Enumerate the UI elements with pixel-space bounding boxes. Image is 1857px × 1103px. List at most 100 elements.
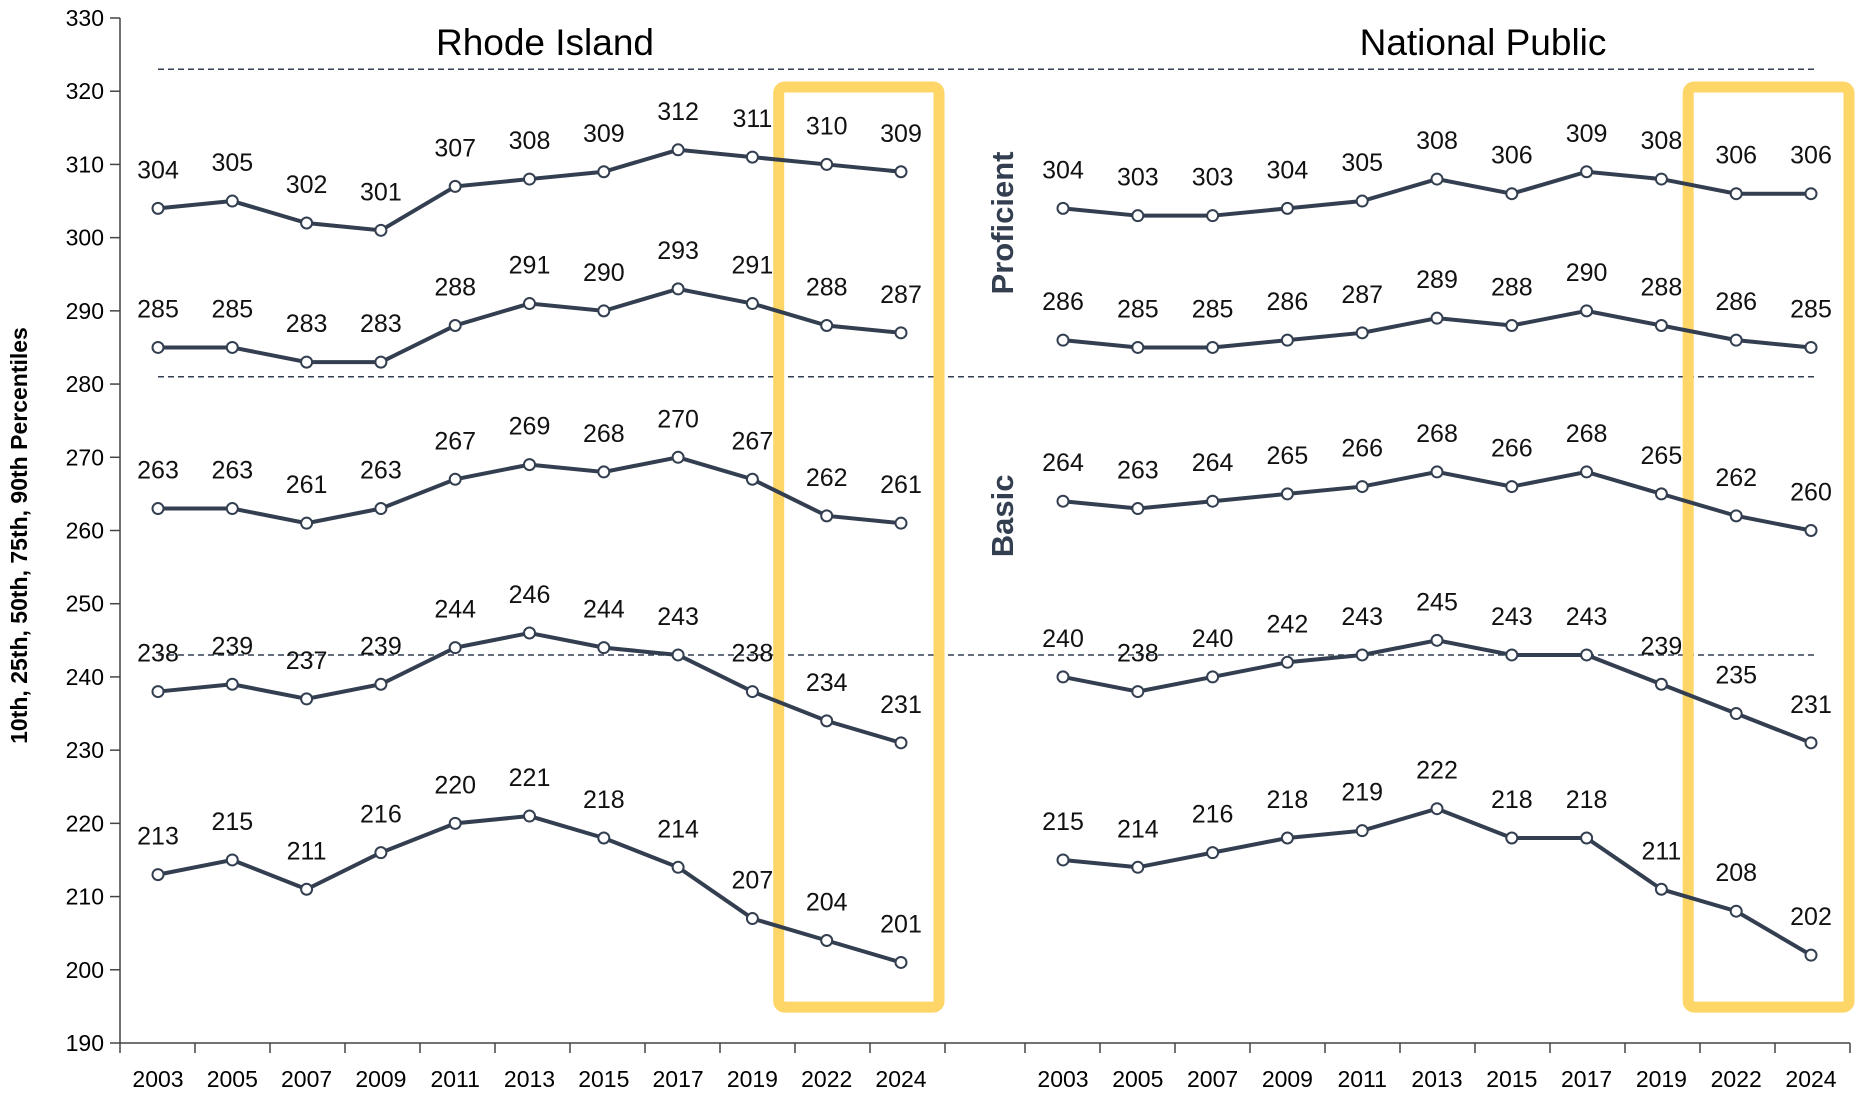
data-point xyxy=(1729,509,1743,523)
data-point xyxy=(1804,187,1818,201)
data-label: 239 xyxy=(211,632,253,660)
data-point xyxy=(300,216,314,230)
x-tick-label: 2019 xyxy=(727,1066,778,1092)
data-point xyxy=(448,472,462,486)
data-point xyxy=(745,912,759,926)
data-label: 220 xyxy=(434,771,476,799)
data-label: 286 xyxy=(1042,288,1084,316)
data-label: 208 xyxy=(1715,859,1757,887)
data-label: 269 xyxy=(509,413,551,441)
data-point xyxy=(448,319,462,332)
data-label: 288 xyxy=(1491,274,1533,302)
data-label: 309 xyxy=(880,120,922,148)
series-line xyxy=(157,630,902,745)
data-point xyxy=(374,677,388,691)
data-point xyxy=(300,882,314,896)
data-label: 207 xyxy=(732,867,774,895)
data-label: 285 xyxy=(1192,295,1234,323)
data-label: 306 xyxy=(1715,142,1757,170)
data-point xyxy=(1729,707,1743,721)
data-label: 234 xyxy=(806,669,848,697)
data-label: 238 xyxy=(1117,640,1159,668)
data-point xyxy=(820,319,834,332)
data-point xyxy=(374,502,388,516)
data-point xyxy=(1280,201,1294,215)
data-label: 265 xyxy=(1267,442,1309,470)
data-label: 239 xyxy=(1641,632,1683,660)
data-point xyxy=(894,955,908,969)
data-point xyxy=(1654,677,1668,691)
data-point xyxy=(820,157,834,171)
data-point xyxy=(1505,187,1519,201)
data-label: 312 xyxy=(657,98,699,126)
x-tick-label: 2024 xyxy=(1785,1066,1836,1092)
series-line xyxy=(157,147,902,233)
data-label: 263 xyxy=(360,457,402,485)
data-label: 301 xyxy=(360,178,402,206)
data-point xyxy=(894,516,908,530)
data-label: 239 xyxy=(360,632,402,660)
data-label: 287 xyxy=(1341,281,1383,309)
data-point xyxy=(1131,685,1145,699)
panel-title: Rhode Island xyxy=(436,22,654,63)
data-label: 246 xyxy=(509,581,551,609)
data-point xyxy=(1505,831,1519,845)
x-tick-label: 2011 xyxy=(430,1066,479,1092)
highlight-box xyxy=(1682,81,1855,1013)
data-label: 215 xyxy=(211,808,253,836)
data-point xyxy=(894,736,908,750)
data-point xyxy=(1580,165,1594,179)
data-point xyxy=(597,831,611,845)
data-label: 302 xyxy=(286,171,328,199)
data-point xyxy=(1355,480,1369,494)
data-label: 286 xyxy=(1715,288,1757,316)
data-label: 285 xyxy=(137,295,179,323)
x-tick-label: 2003 xyxy=(1037,1066,1088,1092)
data-point xyxy=(1280,655,1294,669)
data-point xyxy=(523,172,536,186)
data-point xyxy=(1280,487,1294,501)
data-label: 283 xyxy=(360,310,402,338)
data-point xyxy=(1206,494,1220,508)
data-point xyxy=(1580,304,1594,318)
data-label: 291 xyxy=(509,252,551,280)
data-label: 238 xyxy=(137,640,179,668)
data-label: 213 xyxy=(137,823,179,851)
series-line xyxy=(1062,469,1812,533)
data-label: 218 xyxy=(1566,786,1608,814)
data-point xyxy=(597,641,611,655)
data-label: 243 xyxy=(1566,603,1608,631)
data-point xyxy=(225,194,239,208)
data-point xyxy=(1355,194,1369,208)
panel-title: National Public xyxy=(1360,22,1607,63)
data-point xyxy=(1804,948,1818,962)
data-label: 267 xyxy=(732,427,774,455)
y-tick-label: 310 xyxy=(66,151,104,177)
data-label: 237 xyxy=(286,647,328,675)
x-tick-label: 2005 xyxy=(207,1066,258,1092)
data-point xyxy=(745,150,759,164)
data-label: 211 xyxy=(287,837,327,865)
data-point xyxy=(448,641,462,655)
series-line xyxy=(157,814,902,965)
data-label: 218 xyxy=(1491,786,1533,814)
data-label: 268 xyxy=(583,420,625,448)
data-point xyxy=(1430,311,1444,325)
axes: 190 200 210 220 230 240 250 260 270 280 290 300 310 3… xyxy=(6,5,1851,1092)
data-point xyxy=(225,502,239,516)
data-point xyxy=(745,685,759,699)
data-point xyxy=(1430,465,1444,479)
y-tick-label: 240 xyxy=(66,664,104,690)
x-tick-label: 2005 xyxy=(1112,1066,1163,1092)
data-label: 289 xyxy=(1416,266,1458,294)
data-label: 266 xyxy=(1491,435,1533,463)
data-label: 308 xyxy=(1416,127,1458,155)
data-label: 214 xyxy=(657,815,699,843)
data-point xyxy=(1729,187,1743,201)
y-tick-label: 250 xyxy=(66,591,104,617)
data-label: 290 xyxy=(1566,259,1608,287)
data-point xyxy=(225,340,239,354)
data-point xyxy=(1729,333,1743,347)
data-label: 304 xyxy=(1042,156,1084,184)
